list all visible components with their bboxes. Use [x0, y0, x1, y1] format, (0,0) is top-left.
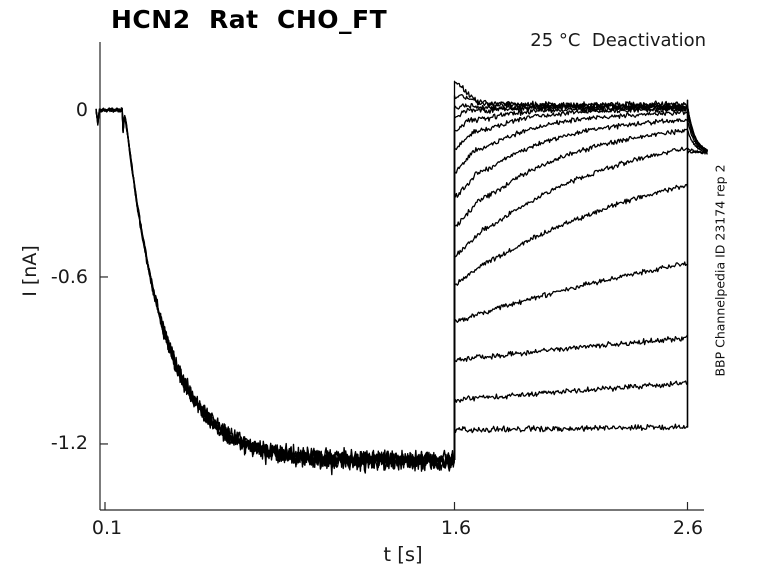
axis-spines	[99, 42, 704, 511]
chart-subtitle: 25 °C Deactivation	[530, 30, 706, 51]
current-traces	[95, 80, 708, 476]
x-tick-label-26: 2.6	[672, 517, 704, 539]
chart-title: HCN2 Rat CHO_FT	[111, 5, 388, 34]
x-tick-label-16: 1.6	[440, 517, 472, 539]
x-axis-label: t [s]	[383, 543, 423, 566]
y-tick-label-neg06: -0.6	[50, 266, 88, 288]
x-tick-label-01: 0.1	[91, 517, 123, 539]
y-tick-label-neg12: -1.2	[50, 432, 88, 454]
y-tick-label-0: 0	[75, 99, 88, 121]
